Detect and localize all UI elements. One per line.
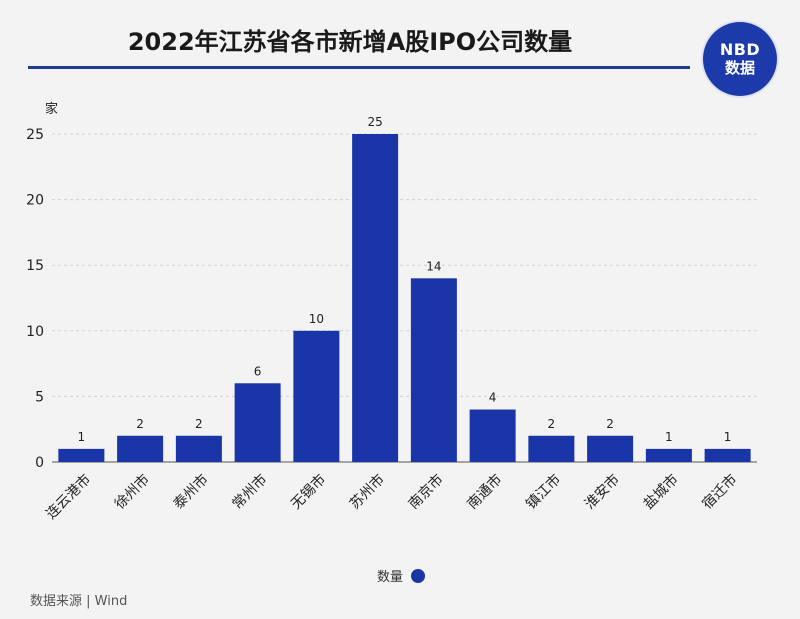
data-label: 1 [78, 430, 86, 444]
legend-label: 数量 [377, 570, 404, 585]
data-label: 1 [665, 430, 673, 444]
bar [58, 448, 105, 462]
data-label: 10 [309, 312, 324, 326]
x-tick-label: 泰州市 [170, 471, 212, 513]
x-tick-label: 宿迁市 [699, 471, 741, 513]
x-tick-label: 无锡市 [287, 471, 329, 513]
y-tick-label: 0 [35, 455, 44, 471]
data-label: 1 [724, 430, 732, 444]
x-tick-label: 徐州市 [111, 471, 153, 513]
nbd-logo: NBD 数据 [703, 22, 777, 96]
x-tick-label: 常州市 [229, 471, 271, 513]
logo-text-nbd: NBD [719, 40, 761, 59]
chart-title: 2022年江苏省各市新增A股IPO公司数量 [127, 28, 573, 56]
bar [528, 435, 575, 462]
bar [469, 409, 516, 462]
source-note: 数据来源 | Wind [30, 594, 128, 609]
bar [175, 435, 222, 462]
bar [117, 435, 164, 462]
x-tick-label: 镇江市 [522, 471, 564, 513]
bar [645, 448, 692, 462]
bar [704, 448, 751, 462]
data-label: 6 [254, 364, 262, 378]
legend: 数量 [377, 566, 426, 585]
y-tick-label: 25 [26, 127, 44, 143]
data-label: 2 [195, 417, 203, 431]
bar [410, 278, 457, 462]
y-tick-label: 10 [26, 324, 44, 340]
x-tick-label: 苏州市 [346, 471, 388, 513]
x-tick-label: 南京市 [405, 471, 447, 513]
y-tick-label: 20 [26, 193, 44, 209]
legend-marker [411, 568, 426, 583]
data-label: 2 [606, 417, 614, 431]
x-tick-label: 连云港市 [43, 471, 95, 523]
bar [234, 383, 281, 462]
x-tick-label: 淮安市 [581, 471, 623, 513]
data-label: 14 [426, 259, 441, 273]
bar [587, 435, 634, 462]
x-tick-label: 盐城市 [640, 471, 682, 513]
x-tick-label: 南通市 [464, 471, 506, 513]
y-axis-unit: 家 [45, 102, 59, 117]
data-label: 2 [136, 417, 144, 431]
bar [352, 134, 399, 462]
y-tick-label: 5 [35, 389, 44, 405]
logo-text-data: 数据 [724, 59, 755, 77]
data-label: 25 [367, 115, 382, 129]
y-tick-label: 15 [26, 258, 44, 274]
data-label: 2 [548, 417, 556, 431]
data-label: 4 [489, 391, 497, 405]
bar [293, 330, 340, 462]
title-underline [28, 66, 690, 69]
